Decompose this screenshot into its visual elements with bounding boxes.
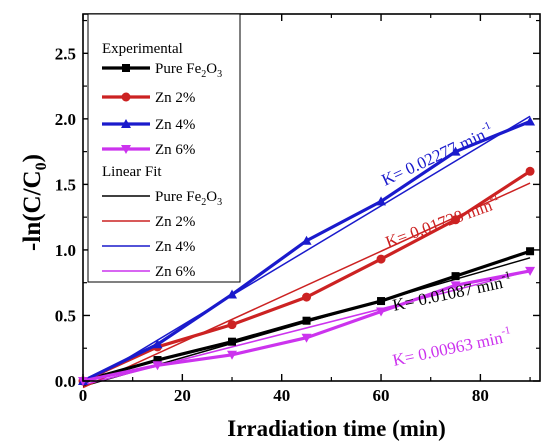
rate-annotation: K= 0.02277 min-1 bbox=[378, 119, 497, 189]
x-tick-label: 60 bbox=[373, 386, 390, 405]
legend-label: Zn 6% bbox=[155, 264, 195, 280]
data-point bbox=[302, 292, 312, 302]
data-point bbox=[450, 146, 461, 156]
data-point bbox=[152, 361, 163, 371]
data-point bbox=[376, 307, 387, 317]
data-point bbox=[301, 333, 312, 343]
y-tick-label: 2.5 bbox=[55, 44, 76, 63]
data-point bbox=[451, 272, 460, 281]
legend-header-fit: Linear Fit bbox=[102, 164, 162, 180]
legend: Experimental Pure Fe2O3 Zn 2% Zn 4% Zn 6% Lin… bbox=[87, 13, 241, 283]
data-point bbox=[525, 266, 536, 276]
y-axis-title: -ln(C/C0) bbox=[19, 154, 50, 251]
x-axis-title: Irradiation time (min) bbox=[227, 416, 445, 441]
legend-header-experimental: Experimental bbox=[102, 41, 183, 57]
axes: 0 20 40 60 80 0.0 0.5 1.0 1.5 2.0 2.5 Irradiation t… bbox=[19, 13, 541, 441]
x-tick-label: 40 bbox=[273, 386, 290, 405]
data-point bbox=[526, 247, 535, 256]
rate-annotation: K= 0.00963 min-1 bbox=[390, 324, 513, 370]
data-point bbox=[525, 116, 536, 126]
y-tick-label: 0.0 bbox=[55, 372, 76, 391]
data-point bbox=[228, 337, 237, 346]
y-tick-label: 1.0 bbox=[55, 241, 76, 260]
x-tick-label: 80 bbox=[472, 386, 489, 405]
data-point bbox=[121, 92, 131, 102]
rate-annotations: K= 0.02277 min-1K= 0.01728 min-1K= 0.010… bbox=[378, 119, 513, 370]
data-point bbox=[451, 215, 461, 225]
x-tick-label: 0 bbox=[79, 386, 88, 405]
data-point bbox=[525, 166, 535, 176]
y-tick-label: 2.0 bbox=[55, 110, 76, 129]
data-point bbox=[227, 289, 238, 299]
data-point bbox=[121, 145, 131, 154]
legend-label: Zn 4% bbox=[155, 239, 195, 255]
legend-label: Pure Fe2O3 bbox=[155, 61, 222, 80]
data-point bbox=[227, 350, 238, 360]
x-tick-label: 20 bbox=[174, 386, 191, 405]
data-point bbox=[153, 356, 162, 365]
data-point bbox=[301, 235, 312, 245]
legend-label: Pure Fe2O3 bbox=[155, 189, 222, 208]
data-point bbox=[302, 316, 311, 325]
data-point bbox=[121, 119, 131, 128]
data-point bbox=[376, 254, 386, 264]
legend-label: Zn 6% bbox=[155, 142, 195, 158]
rate-annotation: K= 0.01728 min-1 bbox=[382, 191, 503, 252]
y-tick-label: 0.5 bbox=[55, 306, 76, 325]
data-point bbox=[227, 320, 237, 330]
data-point bbox=[450, 281, 461, 291]
legend-label: Zn 4% bbox=[155, 117, 195, 133]
legend-label: Zn 2% bbox=[155, 214, 195, 230]
data-point bbox=[152, 339, 163, 349]
legend-label: Zn 2% bbox=[155, 90, 195, 106]
data-point bbox=[376, 196, 387, 206]
plot-frame bbox=[82, 13, 541, 382]
y-tick-label: 1.5 bbox=[55, 175, 76, 194]
data-point bbox=[377, 297, 386, 306]
data-point bbox=[122, 64, 130, 72]
